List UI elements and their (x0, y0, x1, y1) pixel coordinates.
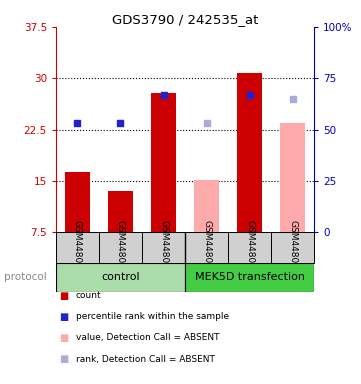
Text: GSM448043: GSM448043 (159, 220, 168, 275)
Text: ■: ■ (60, 291, 69, 301)
Text: GSM448047: GSM448047 (288, 220, 297, 275)
Bar (142, 232, 185, 263)
Text: count: count (76, 291, 101, 300)
Text: ■: ■ (60, 354, 69, 364)
Bar (56, 232, 99, 263)
Text: protocol: protocol (4, 272, 46, 283)
Text: percentile rank within the sample: percentile rank within the sample (76, 312, 229, 321)
Text: ■: ■ (60, 312, 69, 322)
Bar (56, 263, 185, 292)
Text: value, Detection Call = ABSENT: value, Detection Call = ABSENT (76, 333, 219, 343)
Bar (271, 232, 314, 263)
Bar (185, 263, 314, 292)
Bar (65, 172, 90, 232)
Bar (185, 232, 228, 263)
Bar (151, 93, 177, 232)
Point (161, 92, 166, 98)
Bar (193, 180, 219, 232)
Bar (108, 191, 134, 232)
Bar (237, 73, 262, 232)
Text: MEK5D transfection: MEK5D transfection (195, 272, 305, 283)
Title: GDS3790 / 242535_at: GDS3790 / 242535_at (112, 13, 258, 26)
Point (290, 96, 295, 102)
Bar (99, 232, 142, 263)
Point (204, 120, 209, 126)
Text: rank, Detection Call = ABSENT: rank, Detection Call = ABSENT (76, 354, 215, 364)
Text: control: control (101, 272, 140, 283)
Bar (228, 232, 271, 263)
Text: ■: ■ (60, 333, 69, 343)
Bar (280, 123, 305, 232)
Point (247, 92, 252, 98)
Point (75, 120, 81, 126)
Text: GSM448041: GSM448041 (245, 220, 254, 275)
Text: GSM448029: GSM448029 (202, 220, 211, 275)
Text: GSM448025: GSM448025 (116, 220, 125, 275)
Text: GSM448023: GSM448023 (73, 220, 82, 275)
Point (118, 120, 123, 126)
